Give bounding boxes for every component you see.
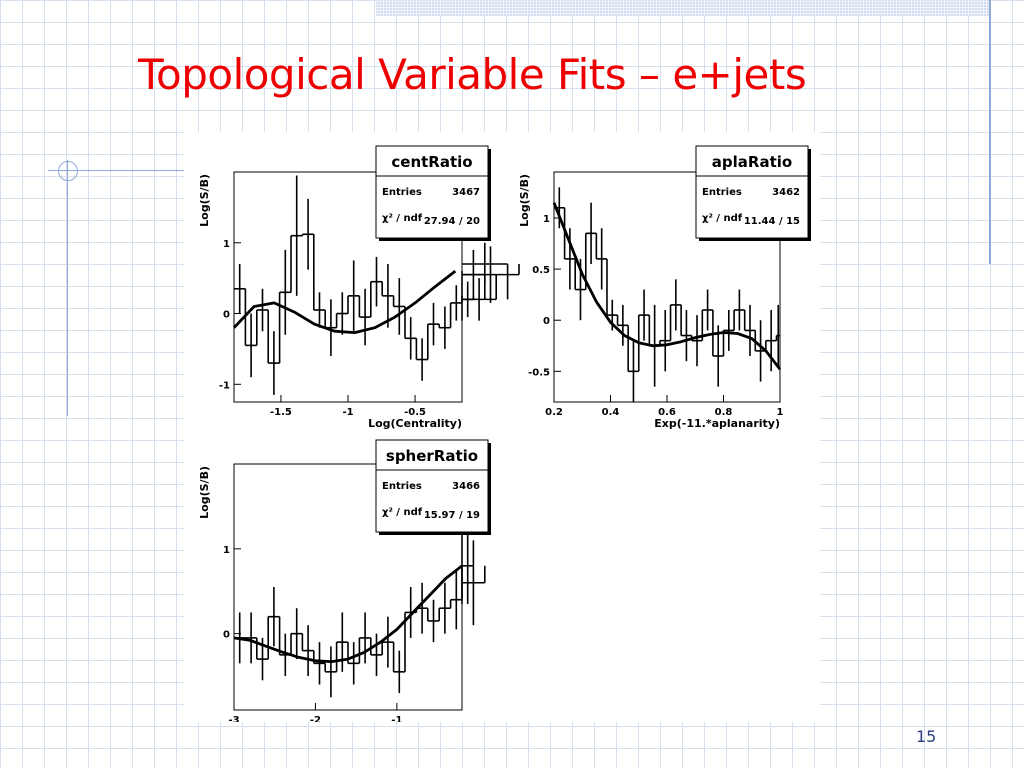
y-axis-label: Log(S/B) xyxy=(198,174,211,227)
x-tick-label: -3 xyxy=(228,715,239,722)
x-tick-label: -2 xyxy=(310,715,321,722)
y-tick-label: 1 xyxy=(543,214,550,225)
left-accent-line xyxy=(67,160,68,416)
chi2-label: χ² / ndf xyxy=(382,507,423,518)
y-tick-label: 0 xyxy=(223,310,230,321)
x-tick-label: 0.4 xyxy=(602,407,620,418)
y-tick-label: 0 xyxy=(223,630,230,641)
y-tick-label: 0.5 xyxy=(532,265,550,276)
y-tick-label: -0.5 xyxy=(528,367,550,378)
histogram-name: centRatio xyxy=(391,153,472,171)
chi2-value: 15.97 / 19 xyxy=(424,510,480,521)
plot-aplaRatio: 0.2 0.4 0.6 0.8 1-0.500.51Exp(-11.*aplanarit… xyxy=(518,145,811,430)
x-tick-label: 1 xyxy=(777,407,784,418)
fit-curve xyxy=(232,269,457,335)
x-axis-label: Exp(-11.*aplanarity) xyxy=(654,417,780,430)
entries-value: 3467 xyxy=(452,187,480,198)
plot-centRatio: -1.5 -1 -0.5 -1 0 1 Log(Centrality) Log(S/B) cen… xyxy=(198,145,520,430)
chi2-label: χ² / ndf xyxy=(382,213,423,224)
x-axis-label: Log(Centrality) xyxy=(368,417,462,430)
entries-label: Entries xyxy=(702,187,742,198)
y-tick-label: 0 xyxy=(543,316,550,327)
stats-box xyxy=(375,145,489,239)
fit-curve xyxy=(233,564,463,663)
x-tick-label: -0.5 xyxy=(404,407,426,418)
entries-value: 3466 xyxy=(452,481,480,492)
y-axis-label: Log(S/B) xyxy=(518,174,531,227)
y-tick-label: 1 xyxy=(223,545,230,556)
y-tick-label: 1 xyxy=(223,239,230,250)
fit-curve xyxy=(552,202,782,371)
chi2-label: χ² / ndf xyxy=(702,213,743,224)
entries-value: 3462 xyxy=(772,187,800,198)
histogram-name: spherRatio xyxy=(386,447,478,465)
figure-panel: -1.5 -1 -0.5 -1 0 1 Log(Centrality) Log(S/B) cen… xyxy=(184,132,820,738)
x-tick-label: -1 xyxy=(391,715,402,722)
accent-circle xyxy=(58,161,78,181)
x-tick-label: -1 xyxy=(342,407,353,418)
histogram-figure: -1.5 -1 -0.5 -1 0 1 Log(Centrality) Log(S/B) cen… xyxy=(198,145,811,738)
x-tick-label: -1.5 xyxy=(270,407,292,418)
title-bar-decoration xyxy=(376,0,990,16)
x-tick-label: 0.8 xyxy=(715,407,733,418)
chi2-value: 11.44 / 15 xyxy=(744,216,800,227)
stats-box xyxy=(375,439,489,533)
entries-label: Entries xyxy=(382,187,422,198)
entries-label: Entries xyxy=(382,481,422,492)
vertical-accent-line xyxy=(989,0,991,264)
x-tick-label: 0.6 xyxy=(658,407,676,418)
slide-title: Topological Variable Fits – e+jets xyxy=(138,50,807,99)
x-tick-label: 0.2 xyxy=(545,407,563,418)
histogram-name: aplaRatio xyxy=(712,153,792,171)
stats-box xyxy=(695,145,809,239)
plot-spherRatio: -3-2-101Log(Sphericity)Log(S/B)spherRati… xyxy=(198,439,491,738)
chi2-value: 27.94 / 20 xyxy=(424,216,480,227)
horizontal-accent-line xyxy=(48,170,184,171)
page-number: 15 xyxy=(916,727,937,746)
y-tick-label: -1 xyxy=(219,380,230,391)
y-axis-label: Log(S/B) xyxy=(198,466,211,519)
